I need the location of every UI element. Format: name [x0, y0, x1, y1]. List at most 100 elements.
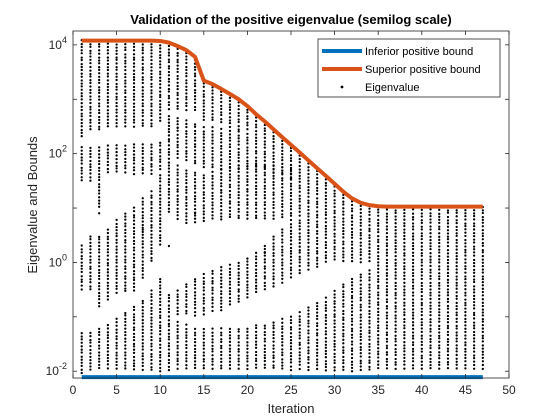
eigenvalue-point: [464, 284, 467, 287]
eigenvalue-point: [150, 52, 153, 55]
eigenvalue-column: [394, 205, 397, 371]
eigenvalue-point: [359, 253, 362, 257]
eigenvalue-point: [420, 330, 423, 334]
eigenvalue-point: [298, 337, 301, 340]
eigenvalue-point: [141, 256, 144, 259]
eigenvalue-point: [211, 327, 214, 330]
eigenvalue-point: [298, 228, 301, 231]
eigenvalue-point: [455, 248, 458, 251]
eigenvalue-point: [80, 72, 83, 75]
eigenvalue-point: [307, 192, 310, 195]
eigenvalue-point: [89, 128, 92, 131]
eigenvalue-point: [377, 240, 380, 244]
eigenvalue-point: [150, 224, 153, 227]
eigenvalue-point: [342, 299, 345, 302]
eigenvalue-point: [115, 43, 118, 46]
eigenvalue-point: [150, 302, 153, 306]
eigenvalue-point: [115, 111, 118, 114]
eigenvalue-point: [211, 357, 214, 361]
eigenvalue-point: [411, 268, 415, 271]
eigenvalue-point: [80, 105, 83, 108]
eigenvalue-point: [159, 47, 162, 50]
eigenvalue-point: [159, 86, 162, 89]
eigenvalue-point: [289, 266, 293, 269]
eigenvalue-point: [150, 190, 153, 193]
eigenvalue-point: [150, 125, 153, 128]
eigenvalue-point: [106, 125, 110, 128]
eigenvalue-point: [394, 287, 397, 291]
eigenvalue-point: [176, 190, 179, 193]
eigenvalue-column: [89, 39, 92, 371]
eigenvalue-point: [80, 355, 83, 358]
eigenvalue-point: [80, 348, 83, 351]
eigenvalue-point: [246, 124, 249, 127]
eigenvalue-point: [420, 354, 423, 357]
eigenvalue-point: [359, 368, 362, 372]
eigenvalue-point: [324, 227, 328, 230]
eigenvalue-point: [472, 330, 476, 334]
eigenvalue-point: [254, 197, 258, 200]
eigenvalue-point: [342, 223, 345, 226]
eigenvalue-point: [141, 364, 144, 368]
eigenvalue-point: [176, 363, 179, 366]
eigenvalue-point: [159, 366, 162, 370]
eigenvalue-point: [98, 78, 101, 82]
eigenvalue-point: [455, 324, 458, 328]
eigenvalue-point: [115, 284, 118, 288]
eigenvalue-point: [228, 296, 232, 299]
eigenvalue-point: [377, 261, 380, 264]
eigenvalue-point: [411, 241, 415, 245]
eigenvalue-point: [193, 136, 197, 139]
eigenvalue-point: [185, 327, 188, 331]
eigenvalue-point: [167, 207, 171, 210]
eigenvalue-column: [429, 205, 432, 370]
eigenvalue-point: [385, 274, 389, 277]
eigenvalue-point: [254, 129, 258, 133]
eigenvalue-point: [464, 254, 467, 257]
eigenvalue-point: [307, 205, 310, 208]
eigenvalue-point: [307, 312, 310, 315]
eigenvalue-point: [167, 197, 171, 200]
eigenvalue-point: [89, 111, 92, 114]
eigenvalue-point: [438, 351, 441, 354]
eigenvalue-point: [289, 185, 293, 188]
eigenvalue-point: [342, 203, 345, 206]
eigenvalue-point: [385, 314, 389, 317]
eigenvalue-point: [472, 288, 476, 291]
eigenvalue-point: [159, 310, 162, 314]
eigenvalue-point: [115, 157, 118, 161]
eigenvalue-point: [176, 178, 179, 181]
eigenvalue-point: [220, 331, 223, 334]
eigenvalue-point: [89, 285, 92, 288]
eigenvalue-point: [167, 167, 171, 170]
eigenvalue-point: [106, 327, 110, 330]
eigenvalue-point: [159, 113, 162, 116]
legend-swatch-eigenvalue: [340, 85, 344, 89]
eigenvalue-point: [342, 332, 345, 335]
eigenvalue-point: [132, 313, 136, 316]
eigenvalue-point: [185, 130, 188, 133]
eigenvalue-point: [298, 367, 301, 371]
eigenvalue-point: [124, 357, 127, 360]
eigenvalue-point: [159, 66, 162, 69]
eigenvalue-point: [132, 73, 136, 76]
eigenvalue-point: [167, 296, 171, 300]
eigenvalue-point: [455, 232, 458, 235]
eigenvalue-point: [429, 288, 432, 291]
eigenvalue-point: [185, 309, 188, 313]
eigenvalue-point: [377, 224, 380, 227]
eigenvalue-point: [98, 102, 101, 105]
eigenvalue-point: [106, 66, 110, 69]
eigenvalue-point: [411, 364, 415, 367]
eigenvalue-point: [316, 334, 319, 337]
eigenvalue-point: [193, 84, 197, 88]
eigenvalue-point: [124, 85, 127, 88]
eigenvalue-point: [307, 238, 310, 241]
eigenvalue-point: [246, 273, 249, 276]
eigenvalue-point: [385, 300, 389, 304]
eigenvalue-column: [403, 206, 406, 370]
eigenvalue-point: [211, 344, 214, 348]
eigenvalue-point: [202, 136, 205, 139]
eigenvalue-point: [80, 79, 83, 82]
eigenvalue-column: [455, 205, 458, 370]
